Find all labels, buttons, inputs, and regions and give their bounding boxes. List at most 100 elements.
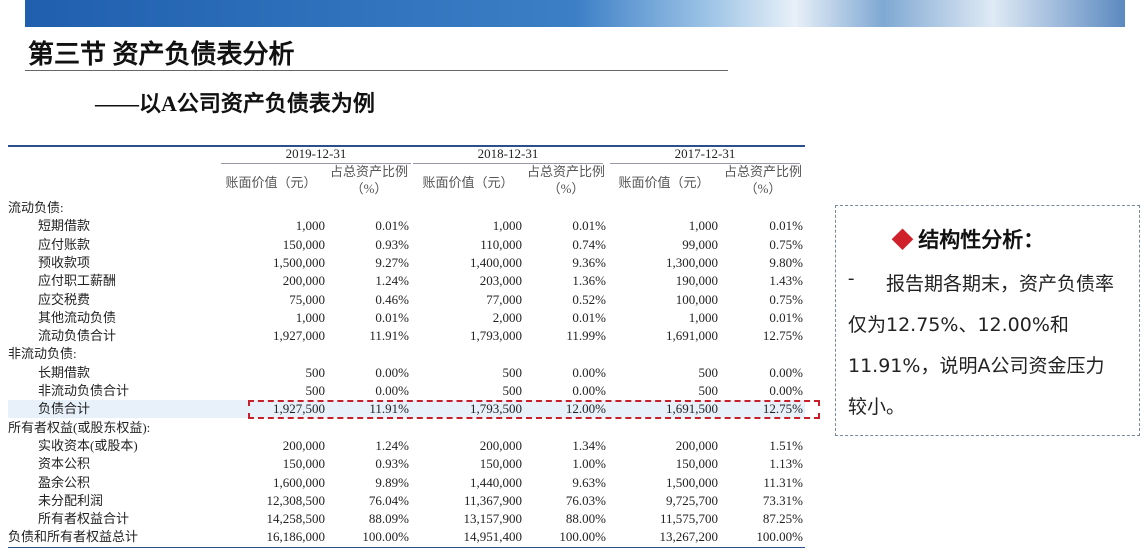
cell-value: 0.00%: [375, 364, 409, 380]
cell-value: 1,793,500: [470, 401, 522, 417]
cell-value: 0.75%: [769, 291, 803, 307]
cell-value: 11.91%: [369, 401, 409, 417]
row-label: 负债和所有者权益总计: [8, 529, 139, 545]
table-bottom-rule: [8, 547, 805, 548]
cell-value: 0.46%: [375, 291, 409, 307]
cell-value: 0.01%: [572, 218, 606, 234]
title: 第三节 资产负债表分析: [28, 40, 295, 69]
cell-value: 12.00%: [565, 401, 606, 417]
cell-value: 76.04%: [368, 492, 409, 508]
cell-value: 0.00%: [572, 383, 606, 398]
year-header: 2017-12-31: [674, 146, 736, 161]
cell-value: 9.89%: [375, 474, 409, 490]
row-label: 流动负债合计: [38, 328, 117, 344]
row-label: 所有者权益合计: [38, 511, 130, 527]
cell-value: 73.31%: [762, 492, 803, 508]
column-header: 占总资产比例（%）: [723, 164, 802, 196]
cell-value: 1,793,000: [470, 328, 522, 344]
cell-value: 9.80%: [769, 254, 803, 270]
cell-value: 1,400,000: [470, 254, 522, 270]
column-header: 账面价值（元）: [422, 175, 514, 190]
cell-value: 1,000: [492, 218, 522, 234]
row-label: 其他流动负债: [38, 309, 117, 325]
cell-value: 76.03%: [565, 492, 606, 508]
year-rule: [413, 163, 603, 164]
cell-value: 500: [305, 364, 326, 380]
row-label: 未分配利润: [38, 492, 104, 508]
cell-value: 1.24%: [375, 437, 409, 453]
cell-value: 1.13%: [769, 456, 803, 472]
cell-value: 11.99%: [566, 328, 606, 344]
cell-value: 0.01%: [769, 218, 803, 234]
cell-value: 77,000: [486, 291, 522, 307]
row-label: 实收资本(或股本): [38, 437, 138, 453]
cell-value: 1,927,500: [273, 401, 325, 417]
cell-value: 1,927,000: [273, 328, 325, 344]
cell-value: 1.00%: [572, 456, 606, 472]
cell-value: 100.00%: [756, 529, 803, 545]
cell-value: 11,575,700: [659, 511, 718, 527]
row-label: 盈余公积: [38, 474, 91, 490]
cell-value: 0.93%: [375, 456, 409, 472]
cell-value: 1,691,000: [666, 328, 718, 344]
cell-value: 0.52%: [572, 291, 606, 307]
row-label: 非流动负债合计: [38, 383, 130, 398]
row-label: 所有者权益(或股东权益):: [8, 419, 151, 435]
cell-value: 100,000: [675, 291, 718, 307]
cell-value: 190,000: [675, 273, 718, 289]
callout-bullet: -: [848, 268, 855, 289]
cell-value: 1.36%: [572, 273, 606, 289]
cell-value: 9.36%: [572, 254, 606, 270]
cell-value: 0.93%: [375, 236, 409, 252]
cell-value: 1.24%: [375, 273, 409, 289]
cell-value: 1,600,000: [273, 474, 325, 490]
cell-value: 1,000: [688, 218, 718, 234]
cell-value: 12,308,500: [266, 492, 326, 508]
cell-value: 200,000: [479, 437, 522, 453]
cell-value: 12.75%: [762, 401, 803, 417]
cell-value: 100.00%: [362, 529, 409, 545]
callout-text: 报告期各期末，资产负债率仅为12.75%、12.00%和11.91%，说明A公司…: [848, 273, 1115, 418]
cell-value: 0.00%: [375, 383, 409, 398]
cell-value: 87.25%: [762, 511, 803, 527]
cell-value: 14,951,400: [463, 529, 523, 545]
year-rule: [610, 163, 800, 164]
cell-value: 0.01%: [375, 218, 409, 234]
year-header: 2018-12-31: [477, 146, 539, 161]
cell-value: 200,000: [282, 437, 325, 453]
callout-box: [835, 205, 1140, 436]
cell-value: 11,367,900: [463, 492, 522, 508]
row-label: 流动负债:: [8, 200, 64, 215]
year-header: 2019-12-31: [285, 146, 347, 161]
top-banner: [25, 0, 1125, 27]
cell-value: 2,000: [492, 309, 522, 325]
column-header: 占总资产比例（%）: [526, 164, 605, 196]
cell-value: 200,000: [675, 437, 718, 453]
cell-value: 1.34%: [572, 437, 606, 453]
cell-value: 150,000: [675, 456, 718, 472]
cell-value: 9.27%: [375, 254, 409, 270]
row-label: 应付职工薪酬: [38, 273, 117, 289]
cell-value: 13,267,200: [659, 529, 719, 545]
cell-value: 11.31%: [763, 474, 803, 490]
row-label: 长期借款: [38, 364, 91, 380]
highlight-frame: [248, 400, 820, 420]
subtitle: ——以A公司资产负债表为例: [95, 91, 375, 116]
row-label: 短期借款: [38, 218, 91, 234]
column-header: 占总资产比例（%）: [329, 164, 408, 196]
cell-value: 1.51%: [769, 437, 803, 453]
cell-value: 1,000: [295, 218, 325, 234]
cell-value: 1.43%: [769, 273, 803, 289]
cell-value: 150,000: [282, 236, 325, 252]
row-label: 负债合计: [38, 401, 91, 417]
cell-value: 88.00%: [565, 511, 606, 527]
cell-value: 500: [305, 383, 326, 398]
cell-value: 88.09%: [368, 511, 409, 527]
cell-value: 0.74%: [572, 236, 606, 252]
cell-value: 500: [698, 383, 719, 398]
row-label: 预收款项: [38, 254, 91, 270]
cell-value: 150,000: [479, 456, 522, 472]
cell-value: 500: [502, 383, 523, 398]
cell-value: 13,157,900: [463, 511, 523, 527]
